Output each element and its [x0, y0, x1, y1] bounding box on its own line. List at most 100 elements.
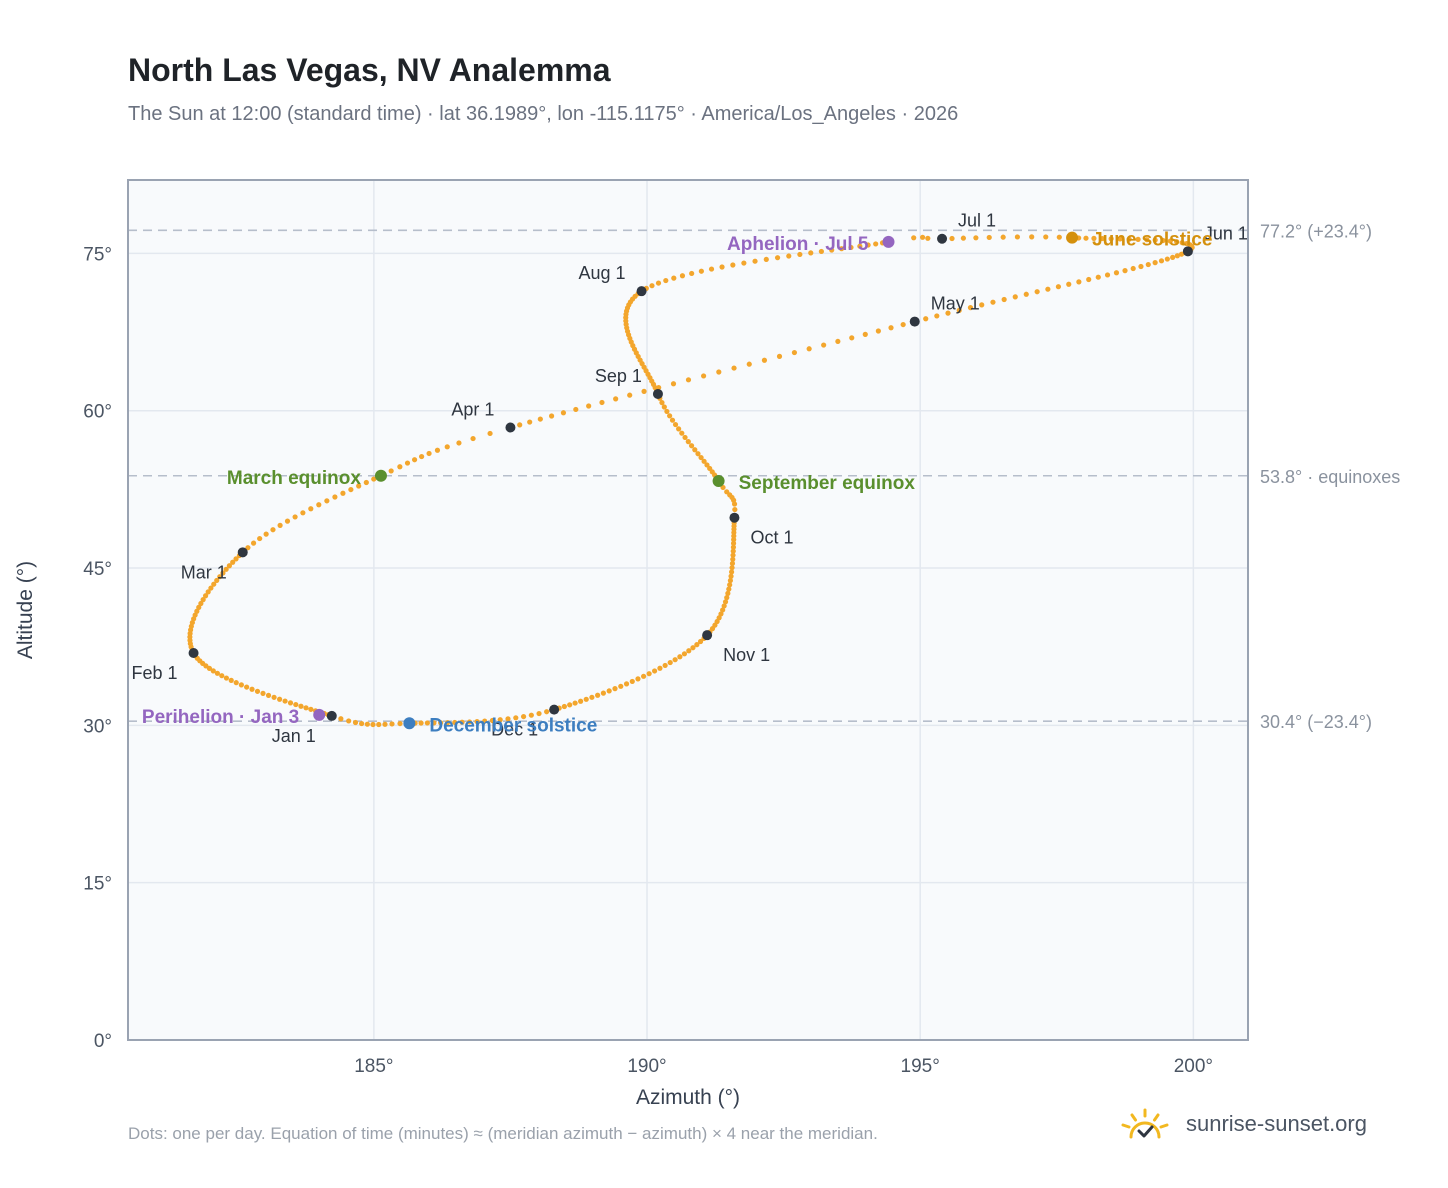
month-marker	[909, 316, 920, 327]
daily-dot	[672, 657, 678, 663]
daily-dot	[667, 659, 673, 666]
daily-dot	[731, 537, 737, 543]
daily-dot	[797, 251, 803, 258]
daily-dot	[838, 246, 845, 252]
daily-dot	[431, 720, 437, 726]
daily-dot	[1130, 265, 1136, 272]
daily-dot	[1056, 234, 1062, 240]
daily-dot	[263, 531, 269, 537]
daily-dot	[238, 682, 244, 688]
daily-dot	[1160, 237, 1166, 244]
daily-dot	[727, 577, 734, 584]
daily-dot	[818, 248, 824, 255]
daily-dot	[986, 234, 992, 241]
daily-dot	[990, 299, 996, 305]
brand-logo[interactable]: sunrise-sunset.org	[1118, 1100, 1367, 1148]
daily-dot	[669, 417, 676, 423]
daily-dot	[561, 703, 567, 710]
daily-dot	[348, 486, 354, 493]
daily-dot	[456, 440, 462, 446]
month-marker	[237, 547, 248, 558]
daily-dot	[459, 719, 465, 725]
daily-dot	[776, 353, 783, 359]
month-marker	[702, 630, 713, 641]
daily-dot	[270, 527, 276, 533]
daily-dot	[346, 718, 352, 724]
daily-dot	[210, 668, 216, 674]
daily-dot	[219, 673, 225, 679]
daily-dot	[1086, 276, 1092, 283]
x-axis-ticks: 185° 190° 195° 200°	[354, 1056, 1213, 1077]
daily-dot	[287, 700, 294, 706]
month-label: Mar 1	[181, 562, 227, 582]
daily-dot	[1066, 281, 1072, 287]
y-axis-ticks: 0° 15° 30° 45° 60° 75°	[83, 244, 112, 1052]
daily-dot	[1126, 236, 1132, 242]
daily-dot	[746, 361, 752, 367]
daily-dot	[911, 235, 917, 241]
daily-dot	[676, 426, 682, 432]
daily-dot	[352, 719, 359, 726]
daily-dot	[657, 665, 663, 671]
daily-dot	[214, 670, 221, 676]
daily-dot	[470, 435, 476, 442]
daily-dot	[194, 608, 200, 614]
daily-dot	[786, 253, 792, 259]
daily-dot	[548, 413, 555, 419]
event-marker	[403, 717, 416, 730]
month-label: Feb 1	[132, 663, 178, 683]
daily-dot	[888, 325, 894, 331]
month-marker	[937, 233, 948, 244]
brand-name[interactable]: sunrise-sunset.org	[1186, 1111, 1367, 1136]
month-marker	[636, 286, 647, 297]
daily-dot	[489, 717, 496, 724]
daily-dot	[257, 535, 263, 542]
daily-dot	[730, 556, 736, 562]
event-label: September equinox	[739, 473, 916, 494]
daily-dot	[282, 698, 288, 704]
month-marker	[505, 422, 516, 433]
event-marker	[313, 708, 326, 721]
daily-dot	[249, 686, 255, 692]
daily-dot	[1076, 279, 1082, 285]
daily-dot	[685, 439, 691, 445]
daily-dot	[949, 235, 955, 242]
daily-dot	[1014, 234, 1021, 240]
daily-dot	[1167, 238, 1173, 244]
daily-dot	[934, 313, 940, 319]
daily-dot	[679, 273, 686, 279]
daily-dot	[728, 573, 734, 579]
month-label: May 1	[931, 294, 980, 314]
daily-dot	[599, 399, 605, 406]
daily-dot	[672, 421, 679, 428]
month-label: Jul 1	[958, 211, 996, 231]
daily-dot	[303, 705, 309, 711]
daily-dot	[260, 690, 266, 696]
daily-dot	[875, 328, 881, 334]
footnote: Dots: one per day. Equation of time (min…	[128, 1124, 878, 1143]
y-tick-label: 15°	[83, 874, 112, 895]
daily-dot	[528, 712, 534, 718]
daily-dot	[720, 607, 726, 613]
month-label: Apr 1	[451, 400, 494, 420]
daily-dot	[731, 365, 737, 371]
daily-dot	[419, 453, 425, 460]
daily-dot	[444, 444, 450, 450]
daily-dot	[586, 403, 592, 409]
daily-dot	[679, 430, 685, 436]
daily-dot	[716, 369, 722, 375]
daily-dot	[701, 373, 707, 379]
daily-dot	[1001, 296, 1007, 303]
daily-dot	[945, 310, 951, 316]
daily-dot	[808, 250, 814, 256]
daily-dot	[960, 235, 966, 241]
daily-dot	[1023, 291, 1029, 297]
daily-dot	[829, 247, 835, 253]
daily-dot	[730, 548, 736, 554]
event-marker	[1066, 231, 1079, 244]
daily-dot	[695, 451, 701, 457]
daily-dot	[1144, 237, 1150, 243]
event-marker	[712, 475, 725, 487]
daily-dot	[681, 651, 688, 657]
daily-dot	[233, 680, 239, 686]
